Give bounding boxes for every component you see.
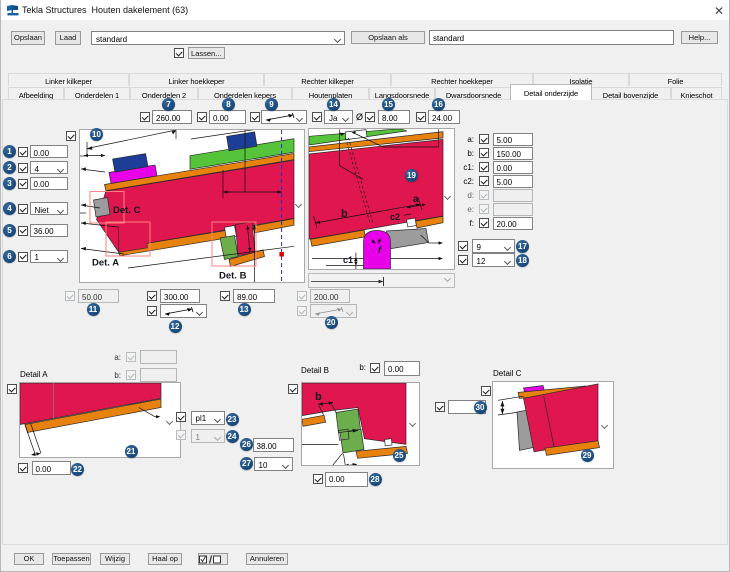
- svg-text:a: a: [413, 194, 419, 205]
- svg-text:Det. A: Det. A: [92, 258, 119, 269]
- svg-text:b: b: [341, 208, 348, 220]
- svg-text:b: b: [315, 391, 322, 403]
- svg-text:f: f: [378, 245, 382, 255]
- svg-text:c2: c2: [390, 212, 400, 222]
- svg-text:Det. C: Det. C: [113, 205, 141, 216]
- svg-text:c1: c1: [343, 255, 353, 265]
- svg-text:Det. B: Det. B: [219, 271, 247, 282]
